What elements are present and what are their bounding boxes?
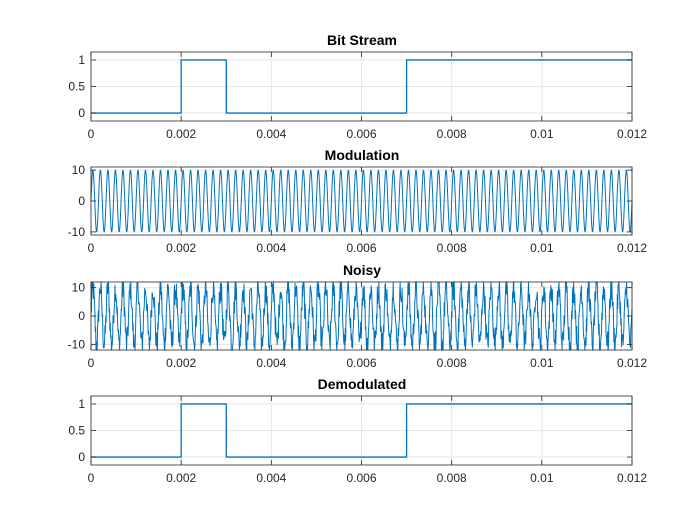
x-tick-label: 0.006 bbox=[346, 241, 376, 255]
x-tick-label: 0.012 bbox=[617, 471, 647, 485]
y-tick-label: 10 bbox=[72, 163, 86, 177]
series-line bbox=[90, 169, 633, 233]
y-tick-label: 10 bbox=[72, 281, 86, 295]
x-tick-label: 0.002 bbox=[166, 356, 196, 370]
y-tick-label: -10 bbox=[68, 225, 86, 239]
x-tick-label: 0.004 bbox=[256, 471, 286, 485]
y-tick-label: 0 bbox=[78, 106, 85, 120]
x-tick-label: 0 bbox=[88, 241, 95, 255]
x-tick-label: 0.008 bbox=[437, 471, 467, 485]
x-tick-label: 0.008 bbox=[437, 241, 467, 255]
x-tick-label: 0.01 bbox=[530, 356, 554, 370]
subplot-title: Noisy bbox=[343, 262, 381, 278]
x-tick-label: 0.01 bbox=[530, 241, 554, 255]
y-tick-label: -10 bbox=[68, 337, 86, 351]
y-tick-label: 0.5 bbox=[68, 424, 85, 438]
x-tick-label: 0 bbox=[88, 127, 95, 141]
x-tick-label: 0.004 bbox=[256, 127, 286, 141]
x-tick-label: 0.01 bbox=[530, 127, 554, 141]
x-tick-label: 0.004 bbox=[256, 356, 286, 370]
x-tick-label: 0.004 bbox=[256, 241, 286, 255]
x-tick-label: 0.006 bbox=[346, 356, 376, 370]
y-tick-label: 1 bbox=[78, 397, 85, 411]
x-tick-label: 0.008 bbox=[437, 356, 467, 370]
x-tick-label: 0 bbox=[88, 356, 95, 370]
x-tick-label: 0.002 bbox=[166, 241, 196, 255]
subplot-noisy: Noisy 0 0.002 0.004 0.006 0.008 0.01 0.012-100… bbox=[68, 262, 648, 370]
x-tick-label: 0.002 bbox=[166, 127, 196, 141]
x-tick-label: 0 bbox=[88, 471, 95, 485]
subplot-title: Bit Stream bbox=[327, 32, 397, 48]
y-tick-label: 0.5 bbox=[68, 80, 85, 94]
x-tick-label: 0.008 bbox=[437, 127, 467, 141]
x-tick-label: 0.006 bbox=[346, 471, 376, 485]
y-tick-label: 0 bbox=[78, 194, 85, 208]
series-line bbox=[90, 281, 633, 351]
x-tick-label: 0.012 bbox=[617, 127, 647, 141]
y-tick-label: 1 bbox=[78, 53, 85, 67]
subplot-title: Modulation bbox=[325, 147, 400, 163]
series-line bbox=[91, 403, 632, 458]
subplot-title: Demodulated bbox=[318, 376, 407, 392]
y-tick-label: 0 bbox=[78, 450, 85, 464]
x-tick-label: 0.012 bbox=[617, 356, 647, 370]
x-tick-label: 0.002 bbox=[166, 471, 196, 485]
subplot-modulation: Modulation 0 0.002 0.004 0.006 0.008 0.01 0.01… bbox=[68, 147, 648, 255]
x-tick-label: 0.012 bbox=[617, 241, 647, 255]
subplot-bit-stream: Bit Stream 0 0.002 0.004 0.006 0.008 0.01 0.01… bbox=[68, 32, 647, 141]
x-tick-label: 0.006 bbox=[346, 127, 376, 141]
x-tick-label: 0.01 bbox=[530, 471, 554, 485]
subplot-demodulated: Demodulated 0 0.002 0.004 0.006 0.008 0.01 0.0… bbox=[68, 376, 647, 485]
series-line bbox=[91, 59, 632, 114]
y-tick-label: 0 bbox=[78, 309, 85, 323]
